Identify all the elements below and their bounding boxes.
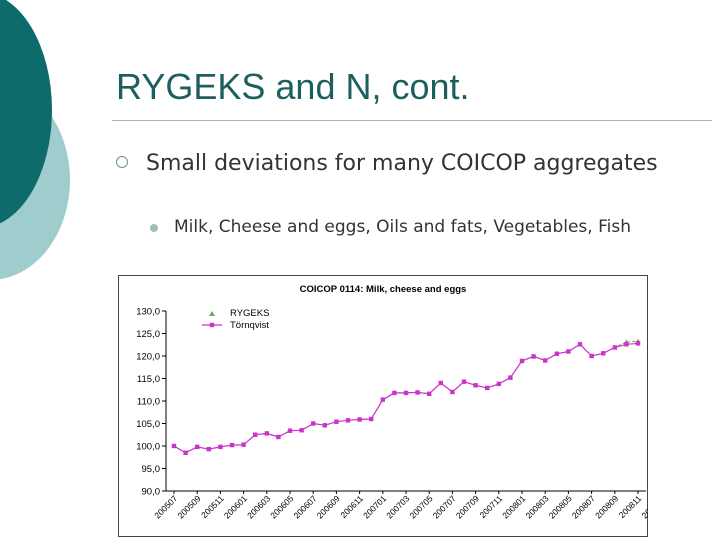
data-point: [438, 380, 443, 386]
data-point: [380, 397, 385, 402]
data-point: [218, 444, 223, 450]
data-point: [554, 351, 559, 356]
y-tick-label: 95,0: [142, 464, 161, 475]
y-tick-label: 90,0: [142, 487, 161, 498]
chart-title: COICOP 0114: Milk, cheese and eggs: [300, 284, 467, 295]
data-point: [171, 443, 177, 449]
data-point: [624, 342, 629, 347]
data-point: [276, 434, 281, 440]
data-point: [345, 418, 351, 423]
decorative-circles: [0, 0, 70, 280]
series-tornqvist: [171, 341, 641, 455]
hollow-circle-bullet-icon: [116, 156, 128, 168]
line-chart: COICOP 0114: Milk, cheese and eggs 130,0…: [118, 275, 648, 537]
data-point: [311, 421, 316, 426]
data-point: [403, 390, 409, 396]
data-point: [589, 353, 594, 359]
data-point: [369, 416, 374, 422]
y-tick-label: 100,0: [136, 442, 160, 453]
data-point: [241, 442, 246, 447]
y-tick-label: 115,0: [137, 374, 160, 385]
dark-circle: [0, 0, 52, 224]
legend-label-rygeks: RYGEKS: [230, 308, 269, 319]
data-point: [206, 446, 211, 452]
data-point: [357, 417, 362, 422]
data-point: [531, 354, 536, 359]
data-point: [264, 431, 269, 436]
data-point: [612, 345, 617, 350]
data-point: [334, 419, 339, 424]
legend-marker-tornqvist: [209, 322, 215, 328]
y-tick-label: 130,0: [136, 307, 160, 318]
data-point: [195, 444, 200, 450]
data-point: [519, 358, 525, 364]
filled-circle-bullet-icon: [150, 224, 158, 232]
data-point: [253, 432, 258, 437]
data-point: [577, 342, 583, 347]
data-point: [566, 349, 571, 354]
data-point: [229, 442, 235, 448]
data-point: [415, 390, 420, 395]
data-point: [450, 389, 455, 395]
y-axis-ticks: 130,0 125,0 120,0 115,0 110,0 105,0 100,0 95,0 9…: [136, 307, 166, 498]
data-point: [635, 341, 641, 346]
sub-bullet-text: Milk, Cheese and eggs, Oils and fats, Ve…: [174, 217, 631, 237]
data-point: [543, 358, 548, 363]
data-point: [461, 379, 467, 384]
data-point: [473, 383, 478, 388]
data-point: [485, 385, 490, 391]
y-tick-label: 105,0: [136, 419, 160, 430]
y-tick-label: 110,0: [137, 397, 160, 408]
y-tick-label: 120,0: [136, 352, 160, 363]
data-point: [299, 428, 304, 433]
legend-marker-rygeks: [209, 311, 215, 316]
data-point: [287, 428, 293, 433]
data-point: [508, 375, 513, 380]
data-point: [601, 351, 606, 356]
legend-label-tornqvist: Törnqvist: [230, 320, 269, 331]
data-point: [427, 391, 432, 396]
y-tick-label: 125,0: [136, 329, 160, 340]
data-point: [392, 390, 397, 396]
data-point: [183, 450, 188, 455]
slide-title: RYGEKS and N, cont.: [116, 66, 470, 107]
bullet-text: Small deviations for many COICOP aggrega…: [146, 151, 658, 176]
title-divider: [112, 120, 712, 121]
data-point: [496, 381, 501, 387]
series-layer: [171, 338, 641, 455]
data-point: [322, 423, 327, 428]
